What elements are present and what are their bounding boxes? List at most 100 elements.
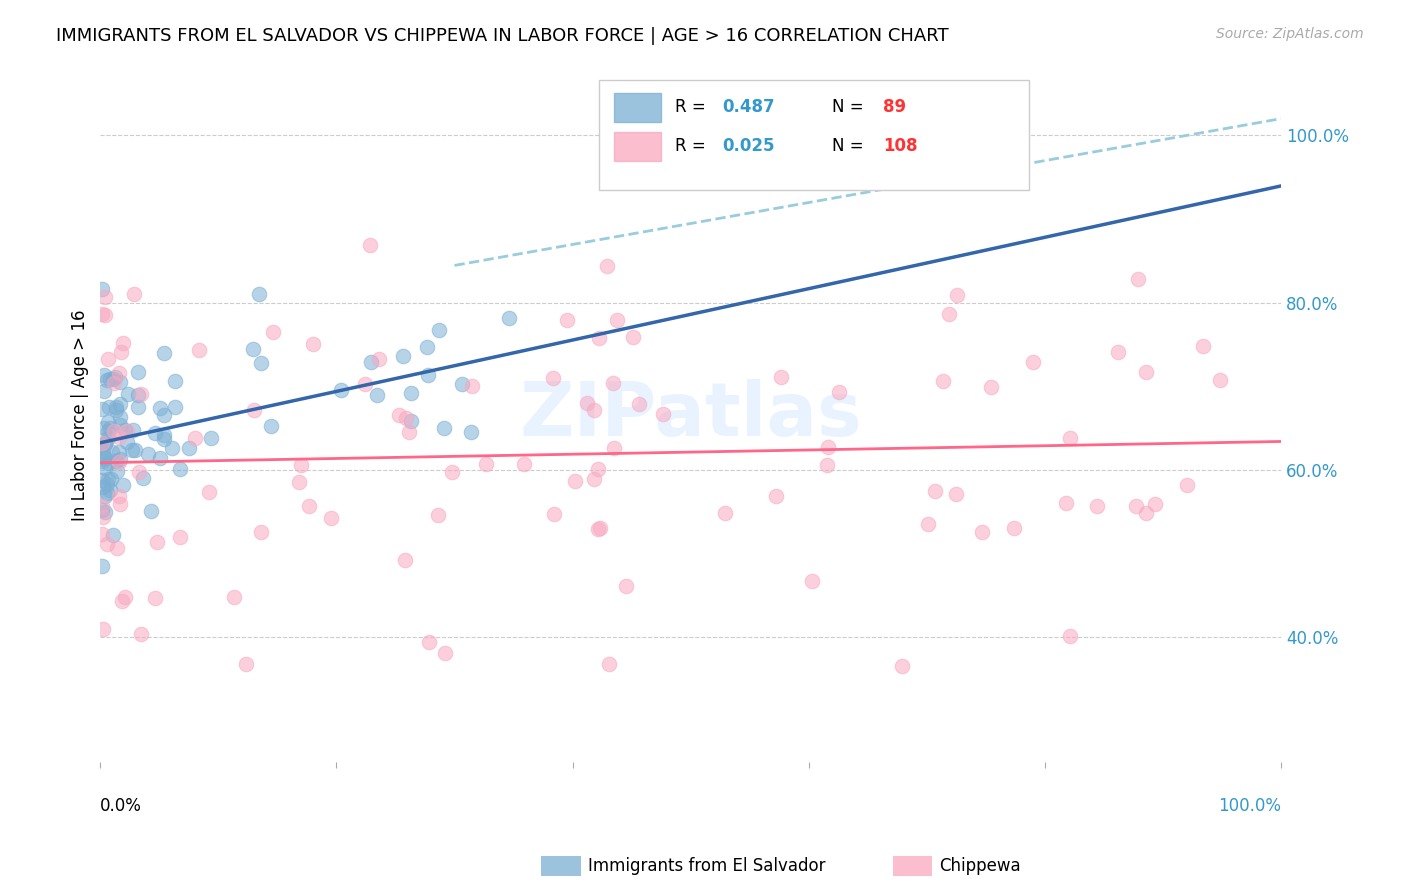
- Point: [354, 376, 377, 391]
- Point: [129, 627, 152, 641]
- Point: [108, 451, 131, 466]
- Point: [104, 454, 127, 468]
- Point: [582, 472, 605, 486]
- Point: [93, 450, 115, 465]
- Point: [543, 507, 565, 521]
- Point: [93, 461, 115, 475]
- Point: [249, 355, 271, 369]
- Point: [1126, 272, 1149, 286]
- Point: [114, 590, 136, 604]
- Point: [184, 431, 207, 445]
- Point: [628, 397, 651, 411]
- Point: [104, 403, 127, 417]
- Point: [124, 443, 146, 458]
- Point: [97, 424, 120, 438]
- Point: [141, 504, 163, 518]
- Point: [94, 450, 117, 465]
- Point: [297, 499, 319, 513]
- Point: [91, 499, 114, 513]
- Point: [596, 259, 619, 273]
- Point: [103, 425, 125, 439]
- Point: [153, 345, 176, 359]
- Point: [96, 485, 118, 500]
- Point: [388, 408, 411, 422]
- Point: [93, 622, 115, 636]
- Point: [117, 387, 139, 401]
- Point: [1002, 521, 1025, 535]
- Point: [1085, 499, 1108, 513]
- Point: [93, 384, 115, 398]
- Point: [391, 349, 413, 363]
- Point: [146, 534, 169, 549]
- Point: [980, 380, 1002, 394]
- Point: [98, 371, 121, 385]
- Point: [769, 370, 792, 384]
- Point: [434, 646, 457, 660]
- Point: [606, 313, 628, 327]
- Point: [418, 635, 440, 649]
- Point: [588, 331, 610, 345]
- Point: [104, 370, 127, 384]
- Point: [247, 287, 270, 301]
- Point: [924, 484, 946, 499]
- Point: [96, 537, 118, 551]
- Point: [401, 386, 423, 401]
- Point: [395, 410, 418, 425]
- Point: [152, 432, 174, 446]
- Point: [122, 286, 145, 301]
- Point: [169, 461, 191, 475]
- Point: [188, 343, 211, 357]
- Point: [616, 579, 638, 593]
- Point: [91, 444, 114, 458]
- Point: [575, 395, 598, 409]
- Point: [250, 524, 273, 539]
- Point: [815, 458, 838, 472]
- Point: [97, 431, 120, 445]
- Point: [416, 368, 439, 382]
- Point: [105, 464, 128, 478]
- Point: [110, 345, 132, 359]
- Point: [108, 445, 131, 459]
- Point: [1208, 373, 1230, 387]
- Point: [111, 594, 134, 608]
- Point: [801, 574, 824, 589]
- FancyBboxPatch shape: [599, 80, 1029, 190]
- Point: [177, 442, 200, 456]
- Point: [103, 376, 125, 390]
- Point: [90, 454, 112, 468]
- Point: [108, 497, 131, 511]
- Point: [97, 415, 120, 429]
- Point: [1192, 339, 1215, 353]
- Point: [931, 374, 953, 388]
- Point: [1125, 499, 1147, 513]
- Point: [543, 370, 565, 384]
- Y-axis label: In Labor Force | Age > 16: In Labor Force | Age > 16: [72, 310, 89, 521]
- Point: [115, 434, 138, 449]
- Point: [100, 472, 122, 486]
- Point: [200, 431, 222, 445]
- Point: [583, 402, 606, 417]
- Point: [93, 509, 115, 524]
- Text: R =: R =: [675, 136, 711, 154]
- Point: [651, 407, 673, 421]
- Point: [513, 457, 536, 471]
- Point: [586, 462, 609, 476]
- Point: [91, 480, 114, 494]
- Point: [621, 330, 644, 344]
- Point: [399, 414, 422, 428]
- Point: [555, 312, 578, 326]
- Point: [149, 401, 172, 415]
- Point: [90, 282, 112, 296]
- Text: N =: N =: [832, 97, 869, 116]
- Text: 89: 89: [883, 97, 907, 116]
- Point: [972, 524, 994, 539]
- Point: [1107, 345, 1129, 359]
- Point: [1175, 478, 1198, 492]
- Point: [460, 425, 482, 439]
- Point: [153, 427, 176, 442]
- Text: Immigrants from El Salvador: Immigrants from El Salvador: [588, 857, 825, 875]
- Point: [301, 337, 323, 351]
- Point: [163, 374, 186, 388]
- Text: 108: 108: [883, 136, 918, 154]
- Point: [128, 465, 150, 479]
